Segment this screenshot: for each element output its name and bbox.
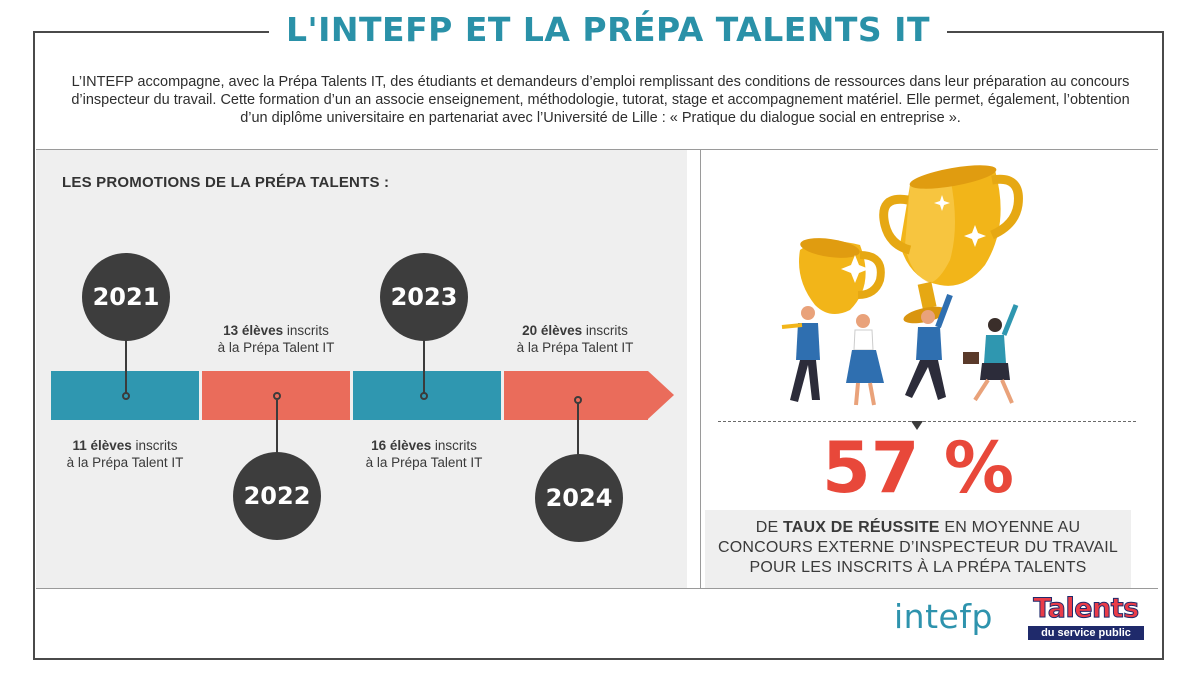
caption-2021-count: 11 élèves: [72, 438, 132, 453]
caption-2023-count: 16 élèves: [371, 438, 432, 453]
caption-2023-rest: inscrits: [434, 438, 477, 453]
caption-2021-line2: à la Prépa Talent IT: [66, 455, 184, 470]
timeline-stem-2022: [276, 400, 278, 478]
intefp-logo: intefp: [894, 597, 993, 636]
rate-prefix: DE: [755, 519, 779, 536]
caption-2022-count: 13 élèves: [223, 323, 284, 338]
timeline-stem-2021: [125, 340, 127, 395]
intro-paragraph: L’INTEFP accompagne, avec la Prépa Talen…: [71, 74, 1130, 126]
success-rate-description: DE TAUX DE RÉUSSITE EN MOYENNE AU CONCOU…: [705, 518, 1131, 578]
rate-bold: TAUX DE RÉUSSITE: [782, 519, 940, 536]
stat-dashed-line: [718, 421, 1136, 422]
stat-panel: [705, 510, 1131, 588]
page-frame: [33, 31, 1164, 660]
year-circle-2022: 2022: [233, 452, 321, 540]
page-title: L'INTEFP ET LA PRÉPA TALENTS IT: [286, 10, 930, 49]
divider-bottom: [36, 588, 1158, 589]
caption-2022: 13 élèves inscrits à la Prépa Talent IT: [186, 322, 366, 356]
caption-2024: 20 élèves inscrits à la Prépa Talent IT: [485, 322, 665, 356]
caption-2022-line2: à la Prépa Talent IT: [217, 340, 335, 355]
timeline-dot-2022: [273, 392, 281, 400]
timeline-arrow-tip: [648, 371, 674, 419]
success-rate-value: 57 %: [822, 427, 1014, 509]
rate-suffix: EN MOYENNE AU: [944, 519, 1081, 536]
caption-2023-line2: à la Prépa Talent IT: [365, 455, 483, 470]
timeline-dot-2023: [420, 392, 428, 400]
stat-pointer-icon: [911, 421, 923, 430]
caption-2021: 11 élèves inscrits à la Prépa Talent IT: [35, 437, 215, 471]
caption-2023: 16 élèves inscrits à la Prépa Talent IT: [334, 437, 514, 471]
caption-2024-rest: inscrits: [585, 323, 628, 338]
timeline-dot-2024: [574, 396, 582, 404]
rate-line3: POUR LES INSCRITS À LA PRÉPA TALENTS: [749, 559, 1087, 576]
rate-line2: CONCOURS EXTERNE D’INSPECTEUR DU TRAVAIL: [717, 539, 1119, 556]
talents-logo-main: Talents: [1033, 593, 1140, 625]
frame-top-line-left: [33, 31, 269, 33]
timeline-segment-2024: [504, 371, 648, 420]
divider-top: [36, 149, 1158, 150]
caption-2022-rest: inscrits: [286, 323, 329, 338]
divider-vertical: [700, 150, 701, 588]
timeline-dot-2021: [122, 392, 130, 400]
caption-2024-line2: à la Prépa Talent IT: [516, 340, 634, 355]
trophy-team-icon: [781, 165, 1023, 406]
caption-2021-rest: inscrits: [135, 438, 178, 453]
frame-top-line-right: [947, 31, 1164, 33]
year-circle-2021: 2021: [82, 253, 170, 341]
talents-service-public-logo: Talents du service public: [1028, 593, 1144, 642]
caption-2024-count: 20 élèves: [522, 323, 583, 338]
timeline-stem-2024: [577, 400, 579, 478]
timeline-stem-2023: [423, 340, 425, 395]
year-circle-2024: 2024: [535, 454, 623, 542]
year-circle-2023: 2023: [380, 253, 468, 341]
timeline-title: LES PROMOTIONS DE LA PRÉPA TALENTS :: [62, 174, 390, 191]
talents-logo-sub: du service public: [1028, 626, 1144, 640]
